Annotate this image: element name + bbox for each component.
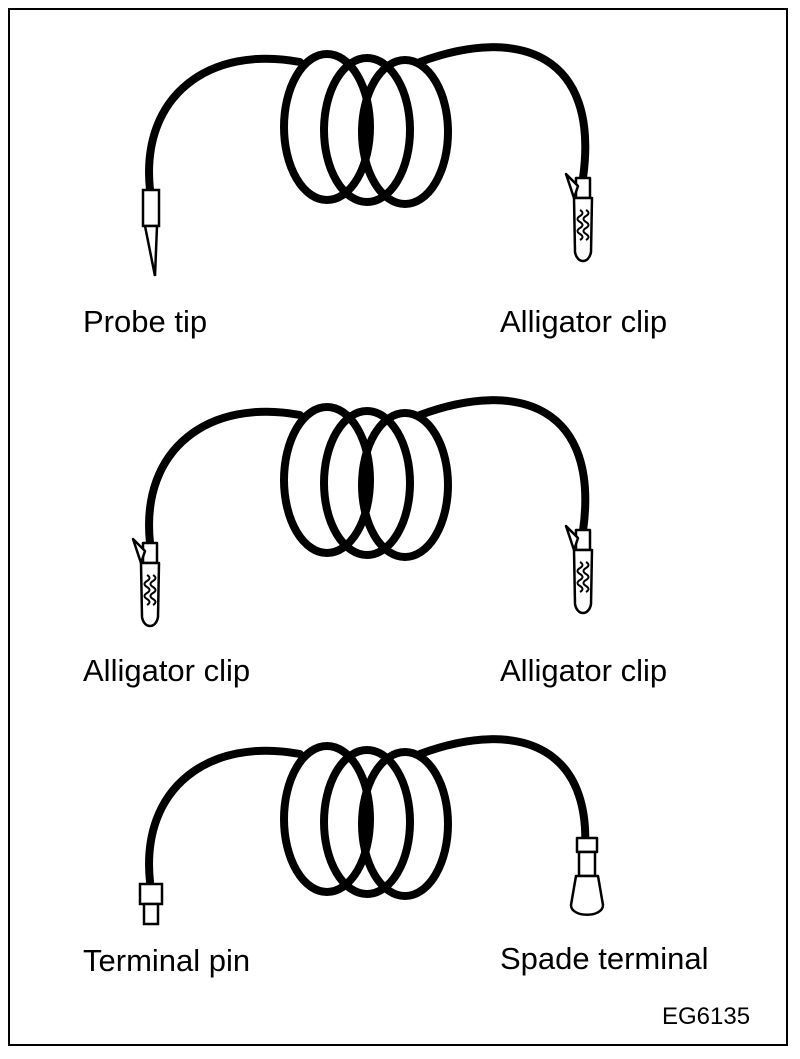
lead-3-right-label: Spade terminal (500, 941, 709, 976)
figure-code: EG6135 (662, 1003, 751, 1030)
lead-2-right-label: Alligator clip (500, 653, 668, 688)
alligator-clip-icon (564, 172, 594, 263)
lead-3-coil (149, 739, 585, 896)
lead-1-left-label: Probe tip (83, 304, 208, 339)
lead-1-drawing (141, 47, 594, 277)
lead-1-coil (149, 47, 585, 204)
lead-3-drawing (138, 739, 605, 926)
alligator-clip-icon (564, 524, 594, 615)
probe-tip-icon (141, 188, 161, 277)
lead-3-left-label: Terminal pin (83, 943, 251, 978)
alligator-clip-icon (131, 537, 161, 628)
spade-terminal-icon (569, 836, 605, 916)
lead-1-right-label: Alligator clip (500, 304, 668, 339)
lead-2-left-label: Alligator clip (83, 653, 251, 688)
figure-frame (8, 8, 788, 1046)
terminal-pin-icon (138, 882, 164, 926)
lead-2-coil (149, 400, 585, 557)
lead-2-drawing (131, 400, 594, 628)
